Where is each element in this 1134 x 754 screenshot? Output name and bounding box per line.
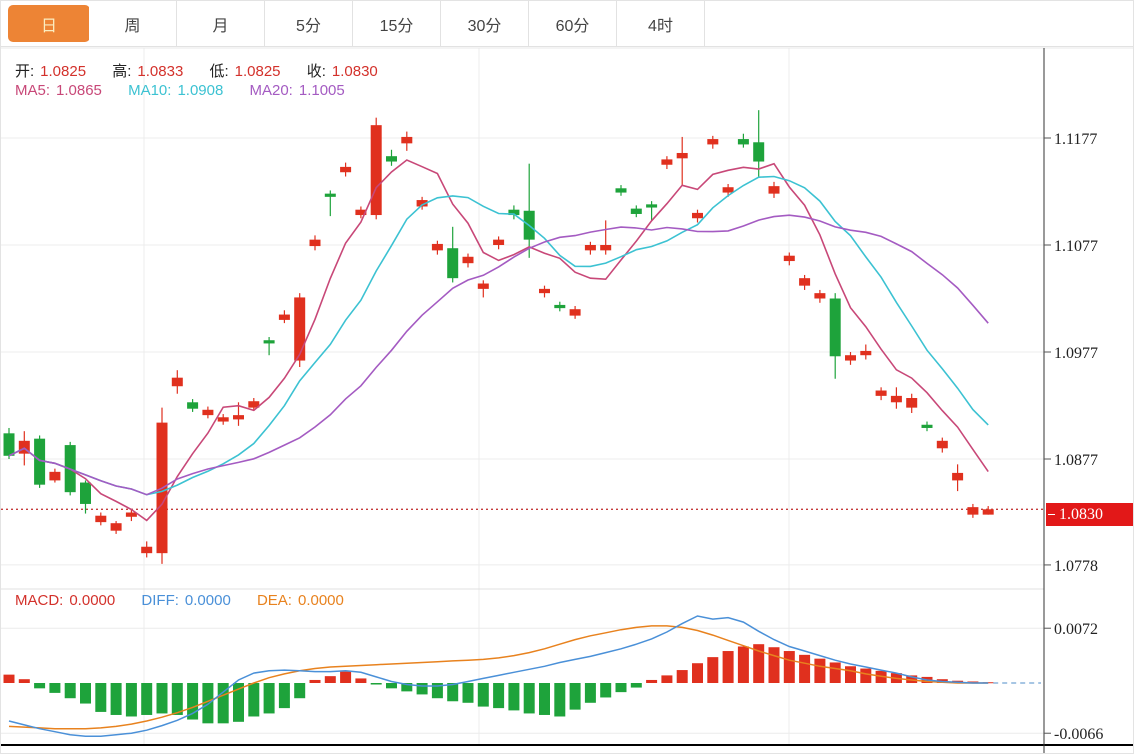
ma10-line <box>8 175 989 496</box>
svg-text:1.0778: 1.0778 <box>1054 558 1098 575</box>
open-value: 1.0825 <box>40 63 87 80</box>
low-label: 低: <box>209 63 229 80</box>
low-value: 1.0825 <box>234 63 281 80</box>
svg-text:1.1177: 1.1177 <box>1054 131 1097 148</box>
price-tag-tick <box>1048 514 1055 515</box>
price-tag-value: 1.0830 <box>1059 506 1103 523</box>
tab-15分[interactable]: 15分 <box>353 1 441 46</box>
high-value: 1.0833 <box>137 63 184 80</box>
tab-4时[interactable]: 4时 <box>617 1 705 46</box>
macd-lines <box>8 615 1041 738</box>
svg-text:-0.0066: -0.0066 <box>1054 726 1103 743</box>
close-label: 收: <box>306 63 326 80</box>
ma10-label: MA10: <box>128 82 172 99</box>
dea-line <box>8 625 989 730</box>
current-price-tag: 1.0830 <box>1046 503 1133 526</box>
high-label: 高: <box>112 63 132 80</box>
ma5-value: 1.0865 <box>56 82 102 99</box>
ma-legend: MA5: 1.0865 MA10: 1.0908 MA20: 1.1005 <box>15 82 351 99</box>
open-label: 开: <box>15 63 35 80</box>
candlestick-layer <box>3 110 994 564</box>
diff-label: DIFF: <box>141 592 179 609</box>
close-value: 1.0830 <box>331 63 378 80</box>
tab-5分[interactable]: 5分 <box>265 1 353 46</box>
ma20-label: MA20: <box>249 82 293 99</box>
ma5-line <box>8 159 989 522</box>
panel-borders <box>1 47 1133 753</box>
ohlc-legend: 开: 1.0825 高: 1.0833 低: 1.0825 收: 1.0830 <box>15 60 384 81</box>
svg-text:1.0877: 1.0877 <box>1054 452 1098 469</box>
ma5-label: MA5: <box>15 82 51 99</box>
svg-text:0.0072: 0.0072 <box>1054 621 1098 638</box>
diff-value: 0.0000 <box>184 592 231 609</box>
ma10-value: 1.0908 <box>177 82 224 99</box>
tab-月[interactable]: 月 <box>177 1 265 46</box>
macd-histogram <box>3 644 994 724</box>
macd-value: 0.0000 <box>69 592 116 609</box>
ma20-line <box>8 214 989 496</box>
tab-日[interactable]: 日 <box>1 1 90 46</box>
macd-legend: MACD: 0.0000 DIFF: 0.0000 DEA: 0.0000 <box>15 592 350 609</box>
timeframe-tabbar: 日周月 5分 15分 30分 60分 4时 <box>1 1 1133 47</box>
dea-label: DEA: <box>256 592 292 609</box>
diff-line <box>8 615 989 738</box>
svg-text:1.1077: 1.1077 <box>1054 238 1098 255</box>
tab-30分[interactable]: 30分 <box>441 1 529 46</box>
gridlines <box>1 48 1044 745</box>
svg-text:1.0977: 1.0977 <box>1054 345 1098 362</box>
tab-周[interactable]: 周 <box>89 1 177 46</box>
ma-lines <box>8 159 989 522</box>
tab-60分[interactable]: 60分 <box>529 1 617 46</box>
ma20-value: 1.1005 <box>298 82 345 99</box>
price-axis-labels: 1.1177 1.1077 1.0977 1.0877 1.0778 0.0072 -0.0… <box>1044 131 1103 743</box>
dea-value: 0.0000 <box>297 592 344 609</box>
macd-label: MACD: <box>15 592 64 609</box>
